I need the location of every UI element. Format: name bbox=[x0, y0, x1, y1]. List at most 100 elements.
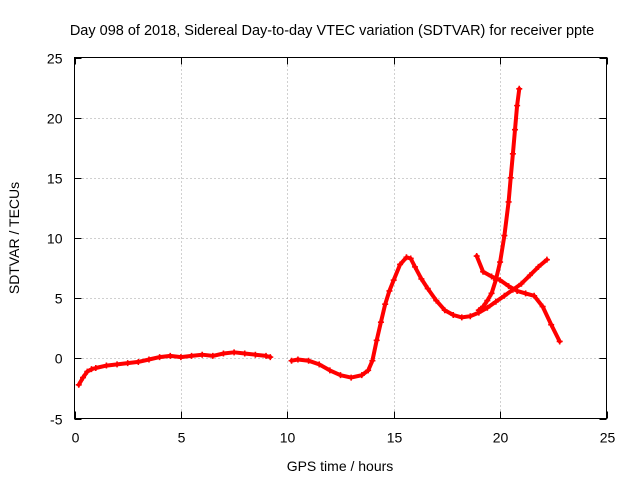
y-tick-label: -5 bbox=[50, 412, 63, 428]
data-point bbox=[305, 357, 312, 364]
data-point bbox=[114, 361, 121, 368]
x-tick-label: 20 bbox=[493, 430, 509, 446]
data-point bbox=[92, 364, 99, 371]
data-point bbox=[294, 356, 301, 363]
x-tick-label: 10 bbox=[280, 430, 296, 446]
data-point bbox=[397, 261, 404, 268]
data-point bbox=[505, 198, 512, 205]
data-point bbox=[411, 263, 418, 270]
data-point bbox=[80, 374, 87, 381]
series-rising bbox=[475, 85, 523, 314]
y-axis-label: SDTVAR / TECUs bbox=[6, 182, 22, 294]
data-point bbox=[511, 126, 518, 133]
data-point bbox=[418, 275, 425, 282]
ticks: 0 5 10 15 20 25 -5 0 5 10 15 20 25 bbox=[47, 51, 616, 446]
data-point bbox=[231, 349, 238, 356]
data-point bbox=[484, 297, 491, 304]
data-point bbox=[84, 368, 91, 375]
data-point bbox=[252, 351, 259, 358]
series-dip bbox=[288, 254, 550, 381]
data-point bbox=[518, 280, 525, 287]
data-point bbox=[501, 292, 508, 299]
data-point bbox=[509, 150, 516, 157]
data-point bbox=[88, 366, 95, 373]
data-point bbox=[488, 273, 495, 280]
data-point bbox=[441, 307, 448, 314]
x-tick-label: 25 bbox=[600, 430, 616, 446]
data-point bbox=[145, 356, 152, 363]
data-point bbox=[199, 351, 206, 358]
data-point bbox=[365, 367, 372, 374]
data-point bbox=[373, 337, 380, 344]
data-point bbox=[369, 357, 376, 364]
data-point bbox=[480, 303, 487, 310]
data-point bbox=[433, 297, 440, 304]
data-point bbox=[424, 285, 431, 292]
data-point bbox=[480, 268, 487, 275]
data-point bbox=[75, 381, 82, 388]
plot-area bbox=[74, 57, 607, 419]
data-point bbox=[288, 357, 295, 364]
x-tick-label: 0 bbox=[72, 430, 80, 446]
y-tick-label: 15 bbox=[47, 171, 63, 187]
data-point bbox=[267, 354, 274, 361]
data-point bbox=[390, 277, 397, 284]
y-tick-label: 5 bbox=[55, 291, 63, 307]
data-point bbox=[488, 290, 495, 297]
data-point bbox=[492, 298, 499, 305]
data-point bbox=[241, 350, 248, 357]
data-point bbox=[103, 362, 110, 369]
y-tick-label: 25 bbox=[47, 51, 63, 67]
data-point bbox=[475, 307, 482, 314]
series-trace bbox=[476, 86, 522, 313]
data-point bbox=[407, 255, 414, 262]
y-tick-label: 0 bbox=[55, 351, 63, 367]
data-point bbox=[467, 313, 474, 320]
data-point bbox=[458, 314, 465, 321]
x-tick-label: 5 bbox=[178, 430, 186, 446]
data-point bbox=[263, 352, 270, 359]
data-points bbox=[75, 85, 563, 388]
data-point bbox=[316, 361, 323, 368]
series-trace bbox=[289, 255, 549, 380]
data-point bbox=[505, 283, 512, 290]
data-point bbox=[188, 352, 195, 359]
x-tick-label: 15 bbox=[387, 430, 403, 446]
data-point bbox=[522, 290, 529, 297]
data-point bbox=[209, 352, 216, 359]
data-point bbox=[543, 256, 550, 263]
data-point bbox=[473, 253, 480, 260]
y-tick-label: 10 bbox=[47, 231, 63, 247]
data-point bbox=[450, 312, 457, 319]
series-early bbox=[75, 349, 274, 388]
data-point bbox=[348, 374, 355, 381]
data-point bbox=[382, 301, 389, 308]
data-point bbox=[501, 232, 508, 239]
data-point bbox=[516, 85, 523, 92]
series-decay bbox=[473, 253, 563, 345]
data-point bbox=[539, 303, 546, 310]
data-point bbox=[507, 174, 514, 181]
data-point bbox=[124, 360, 131, 367]
data-point bbox=[167, 352, 174, 359]
data-point bbox=[484, 304, 491, 311]
x-axis-label: GPS time / hours bbox=[287, 458, 394, 474]
data-point bbox=[177, 354, 184, 361]
chart-title: Day 098 of 2018, Sidereal Day-to-day VTE… bbox=[70, 23, 594, 39]
data-point bbox=[526, 272, 533, 279]
data-point bbox=[497, 277, 504, 284]
series-trace bbox=[76, 350, 273, 387]
data-point bbox=[531, 292, 538, 299]
data-point bbox=[135, 358, 142, 365]
data-point bbox=[377, 319, 384, 326]
data-point bbox=[337, 372, 344, 379]
data-point bbox=[220, 350, 227, 357]
data-point bbox=[497, 259, 504, 266]
data-point bbox=[514, 287, 521, 294]
grid bbox=[74, 57, 607, 419]
data-point bbox=[156, 354, 163, 361]
data-point bbox=[358, 372, 365, 379]
data-point bbox=[326, 367, 333, 374]
data-point bbox=[535, 263, 542, 270]
